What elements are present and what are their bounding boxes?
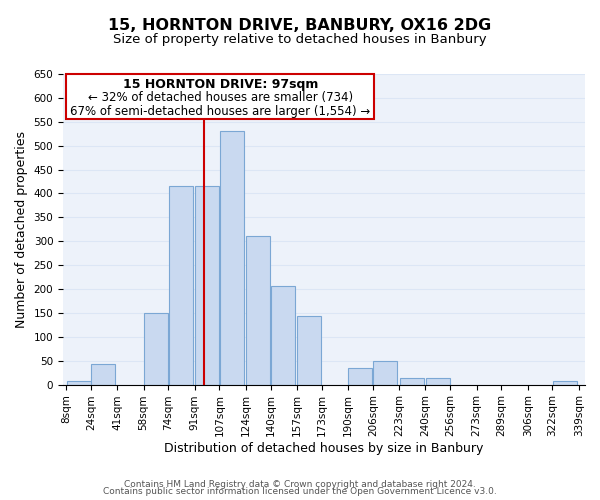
Bar	[91, 364, 115, 384]
Bar	[426, 378, 450, 384]
Bar	[349, 368, 373, 384]
Bar	[66, 74, 374, 120]
Y-axis label: Number of detached properties: Number of detached properties	[15, 131, 28, 328]
Bar	[67, 381, 91, 384]
Bar	[169, 186, 193, 384]
Bar	[553, 382, 577, 384]
Text: Contains public sector information licensed under the Open Government Licence v3: Contains public sector information licen…	[103, 488, 497, 496]
Bar	[400, 378, 424, 384]
Text: 67% of semi-detached houses are larger (1,554) →: 67% of semi-detached houses are larger (…	[70, 104, 370, 118]
Bar	[373, 361, 397, 384]
Text: ← 32% of detached houses are smaller (734): ← 32% of detached houses are smaller (73…	[88, 91, 353, 104]
Bar	[297, 316, 322, 384]
Bar	[246, 236, 270, 384]
Bar	[220, 132, 244, 384]
Bar	[271, 286, 295, 384]
Text: 15, HORNTON DRIVE, BANBURY, OX16 2DG: 15, HORNTON DRIVE, BANBURY, OX16 2DG	[109, 18, 491, 32]
X-axis label: Distribution of detached houses by size in Banbury: Distribution of detached houses by size …	[164, 442, 484, 455]
Text: Size of property relative to detached houses in Banbury: Size of property relative to detached ho…	[113, 32, 487, 46]
Text: Contains HM Land Registry data © Crown copyright and database right 2024.: Contains HM Land Registry data © Crown c…	[124, 480, 476, 489]
Bar	[144, 313, 168, 384]
Text: 15 HORNTON DRIVE: 97sqm: 15 HORNTON DRIVE: 97sqm	[122, 78, 318, 91]
Bar	[195, 186, 219, 384]
